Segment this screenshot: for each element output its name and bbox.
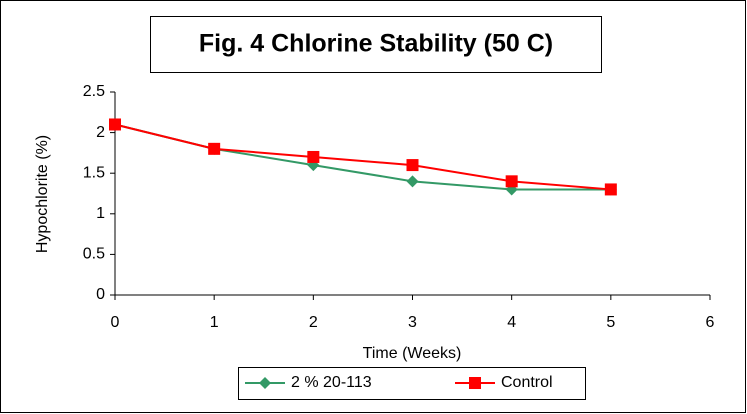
legend-marker: [469, 377, 481, 389]
legend-box: [238, 367, 586, 400]
x-axis-label: Time (Weeks): [363, 345, 462, 362]
x-tick-label: 6: [706, 314, 715, 331]
x-tick-label: 2: [309, 314, 318, 331]
y-tick-label: 1.5: [83, 164, 105, 181]
x-tick-label: 1: [210, 314, 219, 331]
x-tick-label: 5: [606, 314, 615, 331]
data-point: [604, 183, 617, 196]
x-tick-label: 3: [408, 314, 417, 331]
data-point: [208, 142, 221, 155]
legend-marker: [259, 377, 271, 389]
series-line: [114, 123, 611, 191]
data-point: [307, 150, 320, 163]
y-tick-label: 1: [96, 205, 105, 222]
data-point: [505, 175, 518, 188]
legend-label: 2 % 20-113: [291, 374, 372, 391]
x-tick-label: 4: [507, 314, 516, 331]
chart-title: Fig. 4 Chlorine Stability (50 C): [199, 30, 553, 58]
legend-label: Control: [501, 374, 553, 391]
data-point: [406, 159, 419, 172]
data-point: [406, 175, 419, 188]
y-tick-label: 0.5: [83, 246, 105, 263]
y-axis-label: Hypochlorite (%): [34, 135, 51, 253]
y-tick-label: 2: [96, 124, 105, 141]
y-tick-label: 0: [96, 286, 105, 303]
y-tick-label: 2.5: [83, 83, 105, 100]
title-box: [150, 16, 602, 73]
data-point: [109, 118, 121, 131]
x-tick-label: 0: [111, 314, 120, 331]
